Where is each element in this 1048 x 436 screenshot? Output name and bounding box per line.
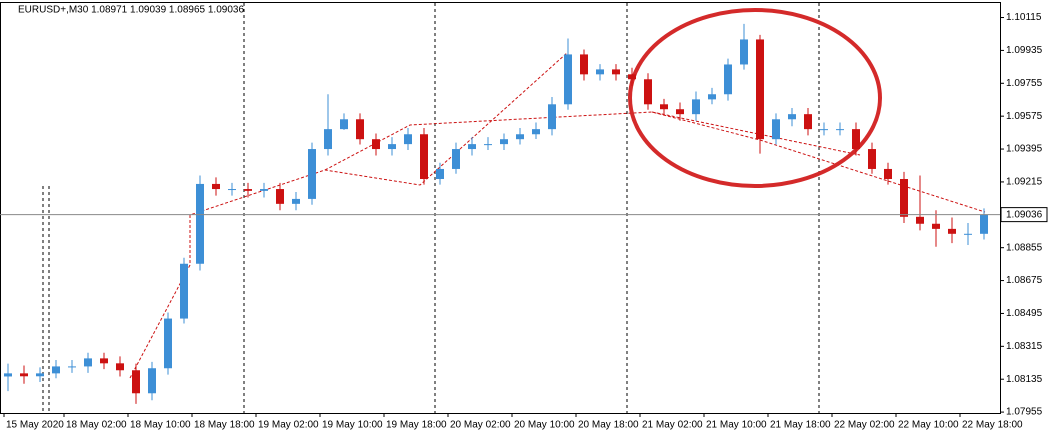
x-tick-label: 19 May 18:00 [386, 420, 447, 431]
y-tick-label: 1.09935 [1006, 45, 1043, 56]
candle-body [564, 54, 572, 105]
x-tick-label: 21 May 02:00 [642, 420, 703, 431]
highlight-ellipse [628, 8, 882, 188]
candle-body [356, 119, 364, 140]
candle-body [500, 139, 508, 145]
candle-body [932, 223, 940, 229]
candle-body [276, 189, 284, 204]
candle-body [900, 179, 908, 217]
candle-body [68, 366, 76, 368]
candle-body [308, 149, 316, 199]
x-tick-label: 15 May 2020 [6, 420, 64, 431]
x-tick-label: 22 May 18:00 [962, 420, 1023, 431]
candle-body [964, 233, 972, 235]
candle-body [740, 39, 748, 65]
y-tick-label: 1.09215 [1006, 177, 1043, 188]
candle-body [836, 129, 844, 131]
candle-body [868, 149, 876, 169]
candle-body [244, 189, 252, 191]
x-tick-label: 18 May 10:00 [130, 420, 191, 431]
x-tick-label: 18 May 02:00 [66, 420, 127, 431]
y-tick-label: 1.08315 [1006, 341, 1043, 352]
candle-body [948, 228, 956, 234]
candle-body [212, 183, 220, 190]
candle-body [436, 168, 444, 180]
candle-body [116, 363, 124, 371]
x-tick-label: 19 May 10:00 [322, 420, 383, 431]
candle-body [452, 149, 460, 169]
candle-body [772, 119, 780, 140]
candle-body [372, 139, 380, 150]
candle-body [820, 129, 828, 131]
candle-body [884, 168, 892, 180]
candle-body [724, 64, 732, 95]
y-tick-label: 1.08675 [1006, 275, 1043, 286]
candle-body [580, 54, 588, 75]
candle-body [100, 358, 108, 364]
candle-body [916, 216, 924, 224]
x-tick-label: 20 May 18:00 [578, 420, 639, 431]
candle-body [804, 114, 812, 130]
y-tick-label: 1.10115 [1006, 12, 1042, 23]
x-tick-label: 20 May 10:00 [514, 420, 575, 431]
candle-body [164, 318, 172, 369]
x-tick-label: 18 May 18:00 [194, 420, 255, 431]
candle-body [52, 366, 60, 374]
candle-body [468, 144, 476, 150]
candle-body [260, 189, 268, 191]
candle-body [980, 214, 988, 234]
chart-title: EURUSD+,M30 1.08971 1.09039 1.08965 1.09… [18, 5, 244, 16]
candle-body [36, 373, 44, 377]
candle-body [484, 144, 492, 146]
candle-body [324, 129, 332, 150]
last-price-label: 1.09036 [1006, 209, 1043, 220]
candle-body [20, 373, 28, 377]
candle-body [292, 198, 300, 204]
candle-body [676, 109, 684, 115]
y-tick-label: 1.09755 [1006, 78, 1043, 89]
candle-body [756, 39, 764, 140]
x-tick-label: 19 May 02:00 [258, 420, 319, 431]
x-tick-label: 20 May 02:00 [450, 420, 511, 431]
y-tick-label: 1.08135 [1006, 374, 1043, 385]
y-tick-label: 1.09575 [1006, 111, 1043, 122]
candle-body [516, 134, 524, 140]
candle-body [404, 134, 412, 145]
candle-body [148, 368, 156, 394]
last-price-box [1000, 207, 1048, 223]
candle-body [692, 99, 700, 115]
candle-body [228, 189, 236, 191]
candle-body [548, 104, 556, 130]
x-tick-label: 22 May 10:00 [898, 420, 959, 431]
plot-frame [0, 2, 1001, 414]
y-tick-label: 1.07955 [1006, 407, 1043, 418]
x-tick-label: 21 May 18:00 [770, 420, 831, 431]
candle-body [420, 134, 428, 180]
candle-body [596, 69, 604, 75]
candle-body [628, 74, 636, 80]
candle-body [340, 119, 348, 130]
candle-body [180, 263, 188, 319]
candle-body [788, 114, 796, 120]
y-tick-label: 1.08855 [1006, 242, 1043, 253]
candle-body [132, 370, 140, 394]
y-tick-label: 1.09395 [1006, 144, 1043, 155]
candle-body [644, 79, 652, 105]
candle-body [852, 129, 860, 150]
candle-body [708, 94, 716, 100]
x-tick-label: 21 May 10:00 [706, 420, 767, 431]
y-tick-label: 1.08495 [1006, 308, 1043, 319]
candle-body [660, 104, 668, 110]
candle-body [612, 69, 620, 75]
x-tick-label: 22 May 02:00 [834, 420, 895, 431]
candle-body [532, 129, 540, 135]
candle-body [84, 358, 92, 367]
candle-body [4, 373, 12, 377]
candle-body [196, 183, 204, 264]
candle-body [388, 144, 396, 150]
day-separators [42, 3, 820, 413]
